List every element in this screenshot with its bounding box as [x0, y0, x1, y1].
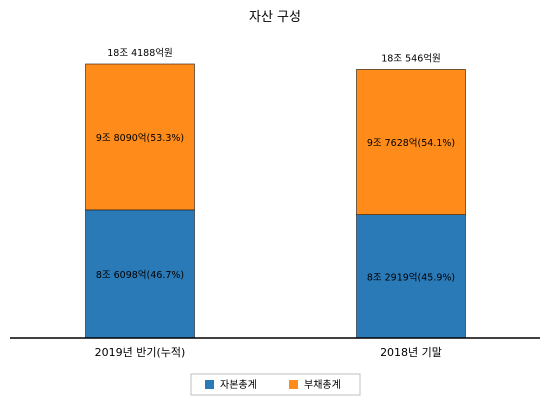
legend-swatch-liabilities [289, 380, 298, 389]
bar-segment-equity-1 [85, 209, 195, 339]
bars-layer: 8조 6098억(46.7%) 9조 8090억(53.3%) 18조 4188억원… [85, 47, 466, 339]
legend-frame [190, 373, 361, 396]
bar-segment-liabilities-2 [356, 69, 466, 215]
segment-label-equity-2: 8조 2919억(45.9%) [367, 271, 455, 283]
segment-label-equity-1: 8조 6098억(46.7%) [96, 269, 184, 281]
x-tick-label-2: 2018년 기말 [380, 346, 442, 359]
legend-label-liabilities: 부채총계 [304, 379, 341, 391]
x-tick-labels: 2019년 반기(누적) 2018년 기말 [95, 346, 442, 359]
legend: 자본총계 부채총계 [190, 373, 361, 396]
chart-title: 자산 구성 [249, 10, 301, 25]
segment-label-liabilities-2: 9조 7628억(54.1%) [367, 137, 455, 149]
total-label-1: 18조 4188억원 [107, 47, 173, 59]
bar-segment-liabilities-1 [85, 63, 195, 211]
x-tick-label-1: 2019년 반기(누적) [95, 346, 186, 359]
legend-label-equity: 자본총계 [220, 379, 257, 391]
total-label-2: 18조 546억원 [381, 52, 440, 64]
segment-label-liabilities-1: 9조 8090억(53.3%) [96, 132, 184, 144]
legend-swatch-equity [205, 380, 214, 389]
